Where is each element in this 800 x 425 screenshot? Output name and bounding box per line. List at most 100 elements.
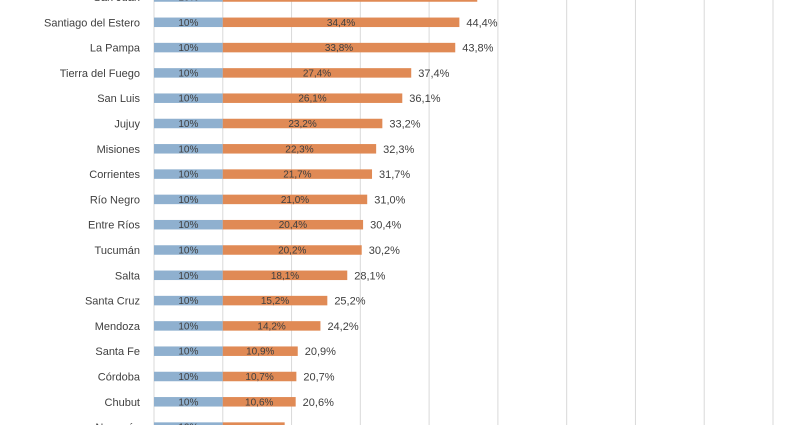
bar-segment-base: [154, 169, 223, 179]
segment-value-label: 10%: [178, 195, 198, 206]
total-value-label: 36,1%: [409, 93, 440, 105]
segment-value-label: 21,0%: [281, 195, 309, 206]
segment-value-label: 10%: [178, 119, 198, 130]
segment-value-label: 10%: [178, 68, 198, 79]
category-label: La Pampa: [90, 43, 141, 55]
total-value-label: 30,2%: [369, 245, 400, 257]
segment-value-label: 10%: [178, 246, 198, 257]
bar-segment-additional: [222, 42, 456, 53]
bars: [154, 0, 478, 425]
category-label: San Luis: [97, 93, 140, 105]
segment-value-label: 10%: [178, 43, 198, 54]
segment-value-label: 10,7%: [245, 372, 273, 383]
segment-value-label: 10%: [178, 397, 198, 408]
total-value-label: 20,9%: [305, 346, 336, 358]
bar-segment-additional: [222, 17, 460, 28]
segment-value-label: 10%: [178, 18, 198, 29]
segment-value-label: 27,4%: [303, 68, 331, 79]
bar-segment-additional: [222, 371, 297, 382]
category-label: Salta: [115, 270, 141, 282]
total-value-label: 32,3%: [383, 144, 414, 156]
segment-value-label: 10%: [178, 94, 198, 105]
bar-segment-base: [154, 17, 223, 28]
bar-segment-base: [154, 346, 223, 356]
bar-segment-additional: [222, 68, 412, 78]
category-label: Misiones: [97, 144, 141, 156]
total-value-label: 43,8%: [462, 43, 493, 55]
segment-value-label: 20,4%: [279, 220, 307, 231]
category-label: Tierra del Fuego: [60, 68, 140, 80]
category-label: Córdoba: [98, 372, 141, 384]
bar-segment-additional: [222, 270, 348, 281]
bar-segment-base: [154, 42, 223, 53]
bar-segment-base: [154, 397, 223, 407]
total-value-label: 31,0%: [374, 194, 405, 206]
category-label: Santa Cruz: [85, 296, 140, 308]
category-label: Corrientes: [89, 169, 140, 181]
segment-value-label: 10%: [178, 372, 198, 383]
segment-value-label: 21,7%: [283, 170, 311, 181]
category-label: Santa Fe: [95, 346, 140, 358]
segment-value-label: 14,2%: [257, 321, 285, 332]
bar-segment-additional: [222, 0, 478, 2]
category-label: Entre Ríos: [88, 220, 140, 232]
total-value-label: 28,1%: [354, 270, 385, 282]
category-label: Tucumán: [95, 245, 140, 257]
bar-segment-additional: [222, 93, 403, 103]
category-label: Neuquén: [95, 422, 140, 425]
labels: San Juan 10% Santiago del Estero 10% 34,4% 44…: [44, 0, 498, 425]
segment-value-label: 10%: [178, 144, 198, 155]
bar-segment-additional: [222, 422, 285, 425]
bar-segment-base: [154, 422, 223, 425]
segment-value-label: 10%: [178, 271, 198, 282]
bar-segment-base: [154, 219, 223, 230]
bar-segment-base: [154, 118, 223, 129]
segment-value-label: 10%: [178, 0, 198, 4]
segment-value-label: 26,1%: [298, 94, 326, 105]
bar-segment-additional: [222, 194, 368, 205]
total-value-label: 33,2%: [389, 119, 420, 131]
bar-segment-additional: [222, 144, 377, 154]
category-label: Chubut: [105, 397, 140, 409]
total-value-label: 20,7%: [303, 372, 334, 384]
bar-segment-additional: [222, 219, 364, 230]
bar-segment-base: [154, 93, 223, 103]
bar-segment-additional: [222, 118, 383, 129]
bar-segment-additional: [222, 397, 296, 407]
category-label: Jujuy: [114, 119, 140, 131]
segment-value-label: 20,2%: [278, 246, 306, 257]
category-label: Santiago del Estero: [44, 17, 140, 29]
segment-value-label: 10%: [178, 347, 198, 358]
bar-segment-base: [154, 371, 223, 382]
segment-value-label: 10%: [178, 170, 198, 181]
segment-value-label: 15,2%: [261, 296, 289, 307]
bar-segment-additional: [222, 346, 298, 356]
total-value-label: 31,7%: [379, 169, 410, 181]
total-value-label: 30,4%: [370, 220, 401, 232]
total-value-label: 37,4%: [418, 68, 449, 80]
bar-segment-additional: [222, 295, 328, 306]
segment-value-label: 10,9%: [246, 347, 274, 358]
segment-value-label: 18,1%: [271, 271, 299, 282]
total-value-label: 24,2%: [327, 321, 358, 333]
category-label: San Juan: [94, 0, 140, 4]
bar-segment-base: [154, 270, 223, 281]
total-value-label: 25,2%: [334, 296, 365, 308]
total-value-label: 20,6%: [303, 397, 334, 409]
bar-segment-base: [154, 68, 223, 78]
segment-value-label: 10%: [178, 321, 198, 332]
segment-value-label: 34,4%: [327, 18, 355, 29]
bar-segment-additional: [222, 169, 373, 179]
segment-value-label: 22,3%: [285, 144, 313, 155]
segment-value-label: 10%: [178, 296, 198, 307]
segment-value-label: 10,6%: [245, 397, 273, 408]
bar-segment-base: [154, 245, 223, 255]
total-value-label: 44,4%: [466, 17, 497, 29]
bar-segment-base: [154, 321, 223, 331]
category-label: Río Negro: [90, 194, 140, 206]
bar-segment-additional: [222, 245, 362, 255]
bar-segment-base: [154, 144, 223, 154]
bar-segment-base: [154, 194, 223, 205]
